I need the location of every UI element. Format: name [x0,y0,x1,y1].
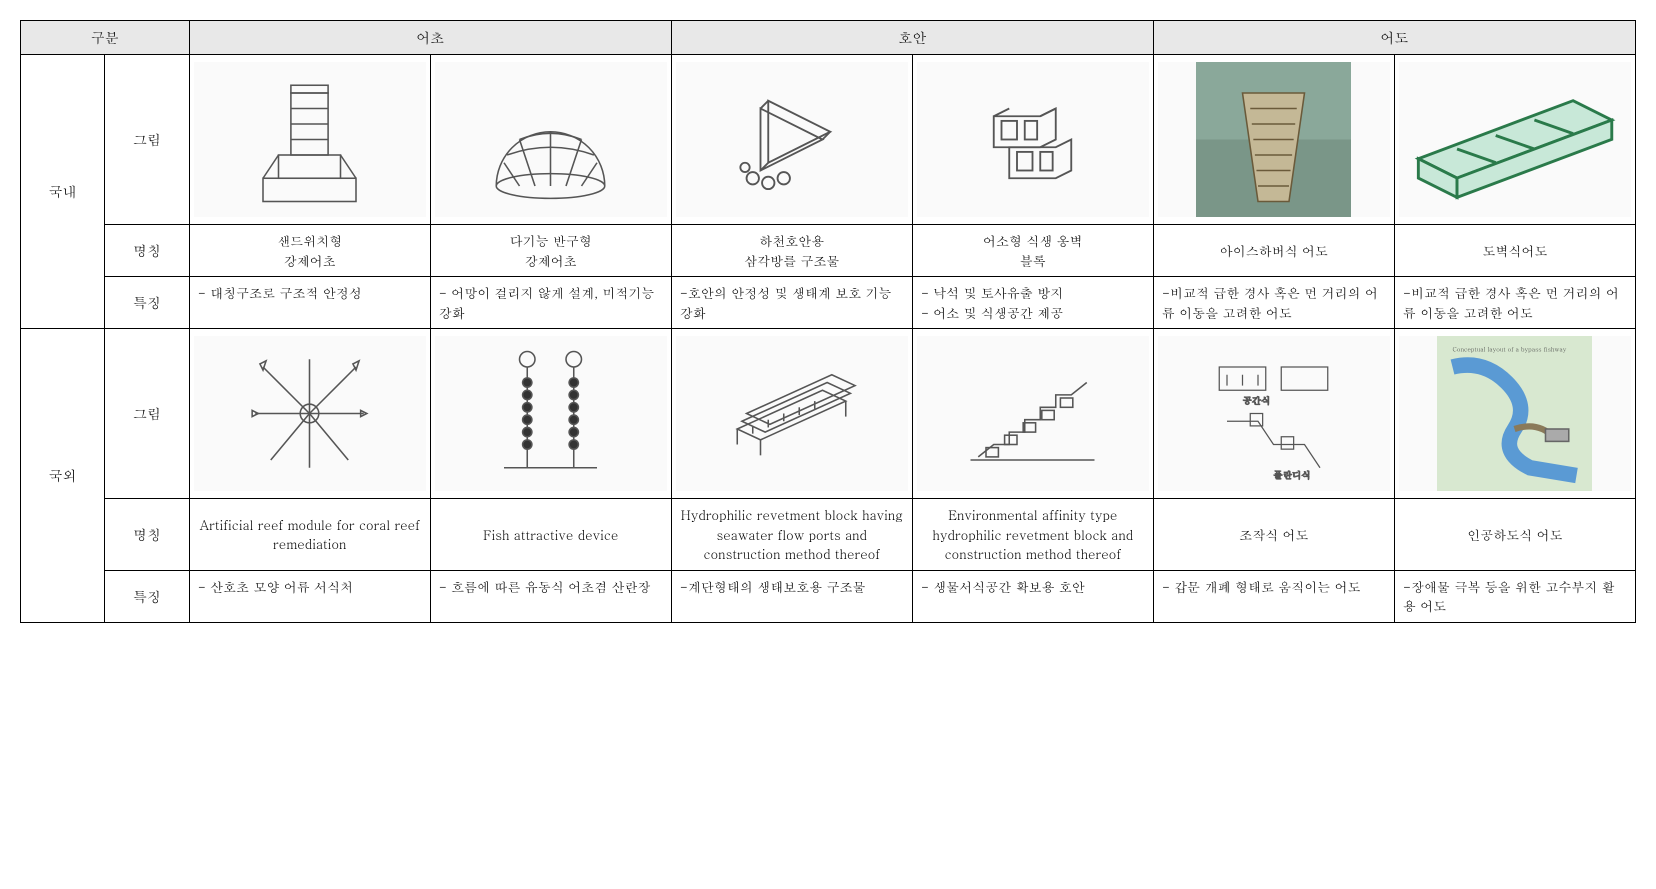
svg-text:플란디식: 플란디식 [1274,468,1311,482]
foreign-name-2: Fish attractive device [430,499,671,571]
header-fishway: 어도 [1153,21,1635,55]
domestic-name-1: 샌드위치형 강제어초 [189,225,430,277]
domestic-name-row: 명칭 샌드위치형 강제어초 다기능 반구형 강제어초 하천호안용 삼각방를 구조… [21,225,1636,277]
foreign-name-4: Environmental affinity type hydrophilic … [912,499,1153,571]
img-foreign-6: Conceptual layout of a bypass fishway [1394,329,1635,499]
wall-fishway-icon [1399,62,1631,217]
ice-harbor-photo-icon [1158,62,1390,217]
picture-label: 그림 [105,55,189,225]
domestic-feature-4: - 낙석 및 토사유출 방지 - 어소 및 식생공간 제공 [912,277,1153,329]
comparison-table: 구분 어초 호안 어도 국내 그림 [20,20,1636,623]
foreign-label: 국외 [21,329,105,623]
foreign-feature-1: - 산호초 모양 어류 서식처 [189,570,430,622]
header-reef: 어초 [189,21,671,55]
img-foreign-4 [912,329,1153,499]
dome-reef-icon [435,62,667,217]
svg-text:Conceptual layout of a bypass: Conceptual layout of a bypass fishway [1453,345,1567,354]
domestic-feature-row: 특징 - 대칭구조로 구조적 안정성 - 어망이 걸리지 않게 설계, 미적기능… [21,277,1636,329]
coral-module-icon [194,336,426,491]
domestic-feature-2: - 어망이 걸리지 않게 설계, 미적기능 강화 [430,277,671,329]
foreign-picture-row: 국외 그림 [21,329,1636,499]
foreign-name-1: Artificial reef module for coral reef re… [189,499,430,571]
img-domestic-3 [671,55,912,225]
domestic-name-6: 도벽식어도 [1394,225,1635,277]
foreign-feature-row: 특징 - 산호초 모양 어류 서식처 - 흐름에 따른 유동식 어초겸 산란장 … [21,570,1636,622]
domestic-feature-1: - 대칭구조로 구조적 안정성 [189,277,430,329]
header-revetment: 호안 [671,21,1153,55]
img-foreign-2 [430,329,671,499]
img-domestic-1 [189,55,430,225]
domestic-label: 국내 [21,55,105,329]
stair-revetment-icon [676,336,908,491]
tower-reef-icon [194,62,426,217]
header-division: 구분 [21,21,190,55]
img-foreign-5: 공간식 플란디식 [1153,329,1394,499]
foreign-name-row: 명칭 Artificial reef module for coral reef… [21,499,1636,571]
foreign-name-5: 조작식 어도 [1153,499,1394,571]
foreign-name-6: 인공하도식 어도 [1394,499,1635,571]
domestic-name-4: 어소형 식생 옹벽 블록 [912,225,1153,277]
domestic-name-2: 다기능 반구형 강제어초 [430,225,671,277]
domestic-name-5: 아이스하버식 어도 [1153,225,1394,277]
foreign-feature-4: - 생물서식공간 확보용 호안 [912,570,1153,622]
feature-label-2: 특징 [105,570,189,622]
foreign-name-3: Hydrophilic revetment block having seawa… [671,499,912,571]
img-foreign-1 [189,329,430,499]
svg-text:공간식: 공간식 [1243,393,1271,407]
header-row: 구분 어초 호안 어도 [21,21,1636,55]
img-domestic-6 [1394,55,1635,225]
vegetation-block-icon [917,62,1149,217]
img-domestic-2 [430,55,671,225]
name-label: 명칭 [105,225,189,277]
domestic-name-3: 하천호안용 삼각방를 구조물 [671,225,912,277]
bypass-map-icon: Conceptual layout of a bypass fishway [1399,336,1631,491]
foreign-feature-3: -계단형태의 생태보호용 구조물 [671,570,912,622]
fish-device-icon [435,336,667,491]
name-label-2: 명칭 [105,499,189,571]
domestic-picture-row: 국내 그림 [21,55,1636,225]
foreign-feature-6: -장애물 극복 등을 위한 고수부지 활용 어도 [1394,570,1635,622]
feature-label: 특징 [105,277,189,329]
img-foreign-3 [671,329,912,499]
domestic-feature-3: -호안의 안정성 및 생태계 보호 기능 강화 [671,277,912,329]
img-domestic-4 [912,55,1153,225]
triangle-frame-icon [676,62,908,217]
foreign-feature-5: - 갑문 개폐 형태로 움직이는 어도 [1153,570,1394,622]
img-domestic-5 [1153,55,1394,225]
domestic-feature-5: -비교적 급한 경사 혹은 먼 거리의 어류 이동을 고려한 어도 [1153,277,1394,329]
picture-label-2: 그림 [105,329,189,499]
domestic-feature-6: -비교적 급한 경사 혹은 먼 거리의 어류 이동을 고려한 어도 [1394,277,1635,329]
slope-revetment-icon [917,336,1149,491]
gate-fishway-icon: 공간식 플란디식 [1158,336,1390,491]
foreign-feature-2: - 흐름에 따른 유동식 어초겸 산란장 [430,570,671,622]
